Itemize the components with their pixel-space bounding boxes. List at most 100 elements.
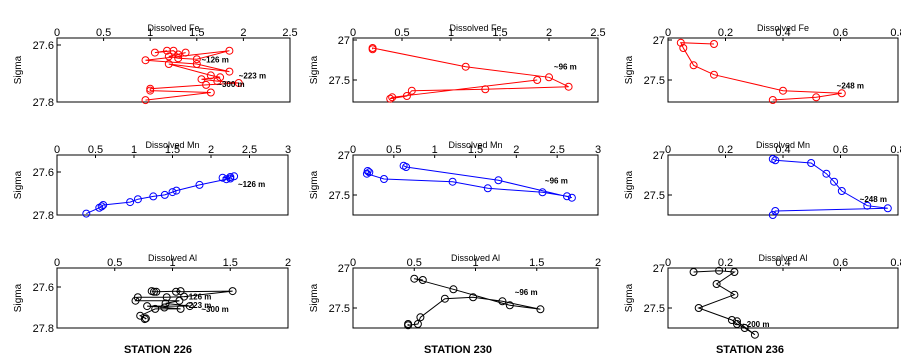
data-point: [448, 177, 457, 186]
data-point: [206, 71, 215, 80]
data-point: [418, 276, 427, 284]
data-point: [160, 303, 169, 312]
x-tick-label: 3: [285, 144, 291, 156]
data-point: [837, 187, 846, 195]
data-point: [807, 159, 816, 167]
data-point: [733, 317, 741, 326]
data-point: [402, 163, 411, 171]
series-line: [772, 158, 888, 216]
axes-box: [352, 37, 599, 103]
data-point: [676, 38, 685, 47]
data-point: [694, 304, 703, 312]
x-tick-label: 0: [350, 144, 356, 156]
y-tick-label: 27: [653, 150, 665, 162]
panel-title: Dissolved Fe: [147, 23, 199, 33]
x-tick-label: 1: [432, 144, 438, 156]
panel-title: Dissolved Al: [451, 253, 500, 263]
data-point: [494, 176, 503, 185]
data-point: [481, 85, 490, 94]
x-tick-label: 2: [285, 257, 291, 269]
panel-title: Dissolved Mn: [756, 140, 810, 150]
station-label-230: STATION 230: [424, 344, 492, 356]
data-point: [226, 174, 235, 183]
data-point: [689, 268, 698, 276]
x-tick-label: 1: [472, 257, 478, 269]
data-point: [733, 320, 741, 328]
panel-title: Dissolved Mn: [145, 140, 199, 150]
x-tick-label: 1: [448, 27, 454, 39]
data-point: [416, 313, 425, 322]
y-tick-label: 27: [338, 150, 350, 162]
x-tick-label: 0: [350, 27, 356, 39]
data-point: [82, 209, 91, 218]
data-point: [407, 86, 416, 95]
x-tick-label: 2: [513, 144, 519, 156]
data-point: [228, 287, 237, 296]
series-line: [407, 278, 541, 326]
chart-panel-7: Dissolved Al Sigma 0 0.5 1 1.5 2 27 27.5 ~96 m: [309, 253, 601, 330]
x-tick-label: 0.6: [833, 257, 848, 269]
data-point: [192, 55, 201, 64]
y-tick-label: 27: [653, 35, 665, 47]
data-point: [95, 203, 104, 212]
data-point: [234, 79, 243, 87]
depth-annotation: ~126 m: [201, 55, 228, 64]
x-tick-label: 2: [595, 257, 601, 269]
data-point: [143, 302, 152, 311]
data-point: [712, 280, 721, 288]
x-tick-label: 0.4: [775, 257, 790, 269]
y-tick-label: 27: [653, 263, 665, 275]
data-point: [146, 86, 155, 95]
x-tick-label: 2: [546, 27, 552, 39]
data-point: [174, 50, 183, 59]
y-tick-label: 27.6: [33, 282, 54, 294]
data-point: [213, 77, 222, 86]
data-point: [150, 287, 158, 296]
data-point: [168, 188, 177, 197]
x-tick-label: 0.5: [407, 257, 422, 269]
data-point: [750, 330, 759, 339]
data-point: [175, 296, 184, 305]
x-tick-label: 0.5: [107, 257, 122, 269]
x-tick-label: 2: [208, 144, 214, 156]
depth-annotation: ~300 m: [217, 80, 244, 89]
x-tick-label: 2: [240, 27, 246, 39]
depth-annotation: ~248 m: [860, 195, 887, 204]
data-point: [536, 305, 545, 314]
data-point: [771, 156, 780, 165]
y-axis-label: Sigma: [624, 283, 635, 312]
y-tick-label: 27.8: [33, 323, 54, 335]
data-point: [141, 314, 150, 323]
data-point: [225, 46, 234, 55]
x-tick-label: 1.5: [189, 27, 204, 39]
x-tick-label: 0.8: [890, 144, 901, 156]
x-tick-label: 0.5: [88, 144, 103, 156]
data-point: [533, 76, 542, 84]
y-axis-label: Sigma: [13, 55, 24, 84]
data-point: [172, 186, 181, 195]
data-point: [133, 195, 142, 204]
data-point: [779, 86, 787, 95]
data-point: [449, 285, 458, 294]
data-point: [160, 190, 169, 199]
x-tick-label: 3: [595, 144, 601, 156]
y-tick-label: 27.5: [644, 190, 665, 202]
data-point: [180, 292, 189, 301]
x-tick-label: 0.6: [833, 144, 848, 156]
panel-title: Dissolved Al: [148, 253, 197, 263]
chart-panel-3: Dissolved Mn Sigma 0 0.5 1 1.5 2 2.5 3 27.6 27.8 ~1…: [13, 140, 291, 222]
data-point: [174, 54, 183, 63]
data-point: [768, 211, 777, 219]
y-tick-label: 27.6: [33, 167, 54, 179]
data-point: [727, 316, 736, 324]
x-tick-label: 0.2: [718, 144, 733, 156]
x-tick-label: 0: [665, 144, 671, 156]
x-tick-label: 0: [54, 27, 60, 39]
data-point: [151, 304, 160, 313]
data-point: [545, 73, 553, 82]
y-tick-label: 27.8: [33, 97, 54, 109]
data-point: [152, 287, 161, 296]
data-point: [710, 70, 718, 79]
data-point: [730, 290, 739, 299]
